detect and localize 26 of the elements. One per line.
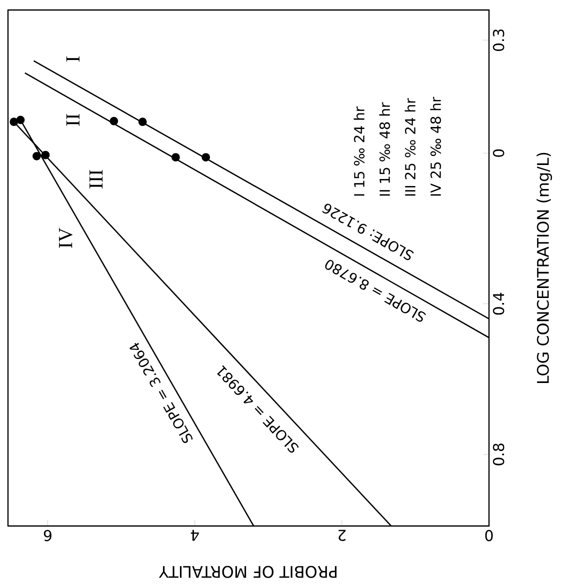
text: III bbox=[89, 170, 103, 188]
x-tick-label: 2 bbox=[338, 530, 346, 542]
x-tick-label: 4 bbox=[190, 530, 199, 541]
y-axis-title: LOG CONCENTRATION (mg/L) bbox=[536, 152, 552, 384]
x-axis-title: PROBIT OF MORTALITY bbox=[158, 566, 337, 578]
point bbox=[110, 116, 118, 126]
y-tick-label: 0.4 bbox=[492, 292, 504, 315]
text: IV bbox=[59, 228, 72, 248]
point bbox=[138, 118, 147, 126]
annotation: II 15 ‰ 48 hr bbox=[379, 102, 390, 196]
y-tick-label: 0.8 bbox=[492, 444, 504, 466]
point bbox=[16, 116, 25, 124]
text: I bbox=[66, 56, 80, 62]
x-tick-label: 0 bbox=[485, 530, 493, 542]
annotation: III 25 ‰ 24 hr bbox=[404, 98, 416, 196]
y-tick-label: 0.3 bbox=[492, 29, 504, 52]
point bbox=[202, 153, 210, 162]
point bbox=[32, 152, 41, 160]
annotation: I 15 ‰ 24 hr bbox=[354, 106, 365, 196]
text: II bbox=[66, 114, 80, 126]
y-tick-label: 0 bbox=[492, 149, 504, 157]
x-tick-label: 6 bbox=[44, 530, 52, 542]
point bbox=[10, 118, 18, 126]
annotation: IV 25 ‰ 48 hr bbox=[430, 96, 442, 196]
point bbox=[41, 150, 50, 160]
point bbox=[172, 153, 180, 162]
